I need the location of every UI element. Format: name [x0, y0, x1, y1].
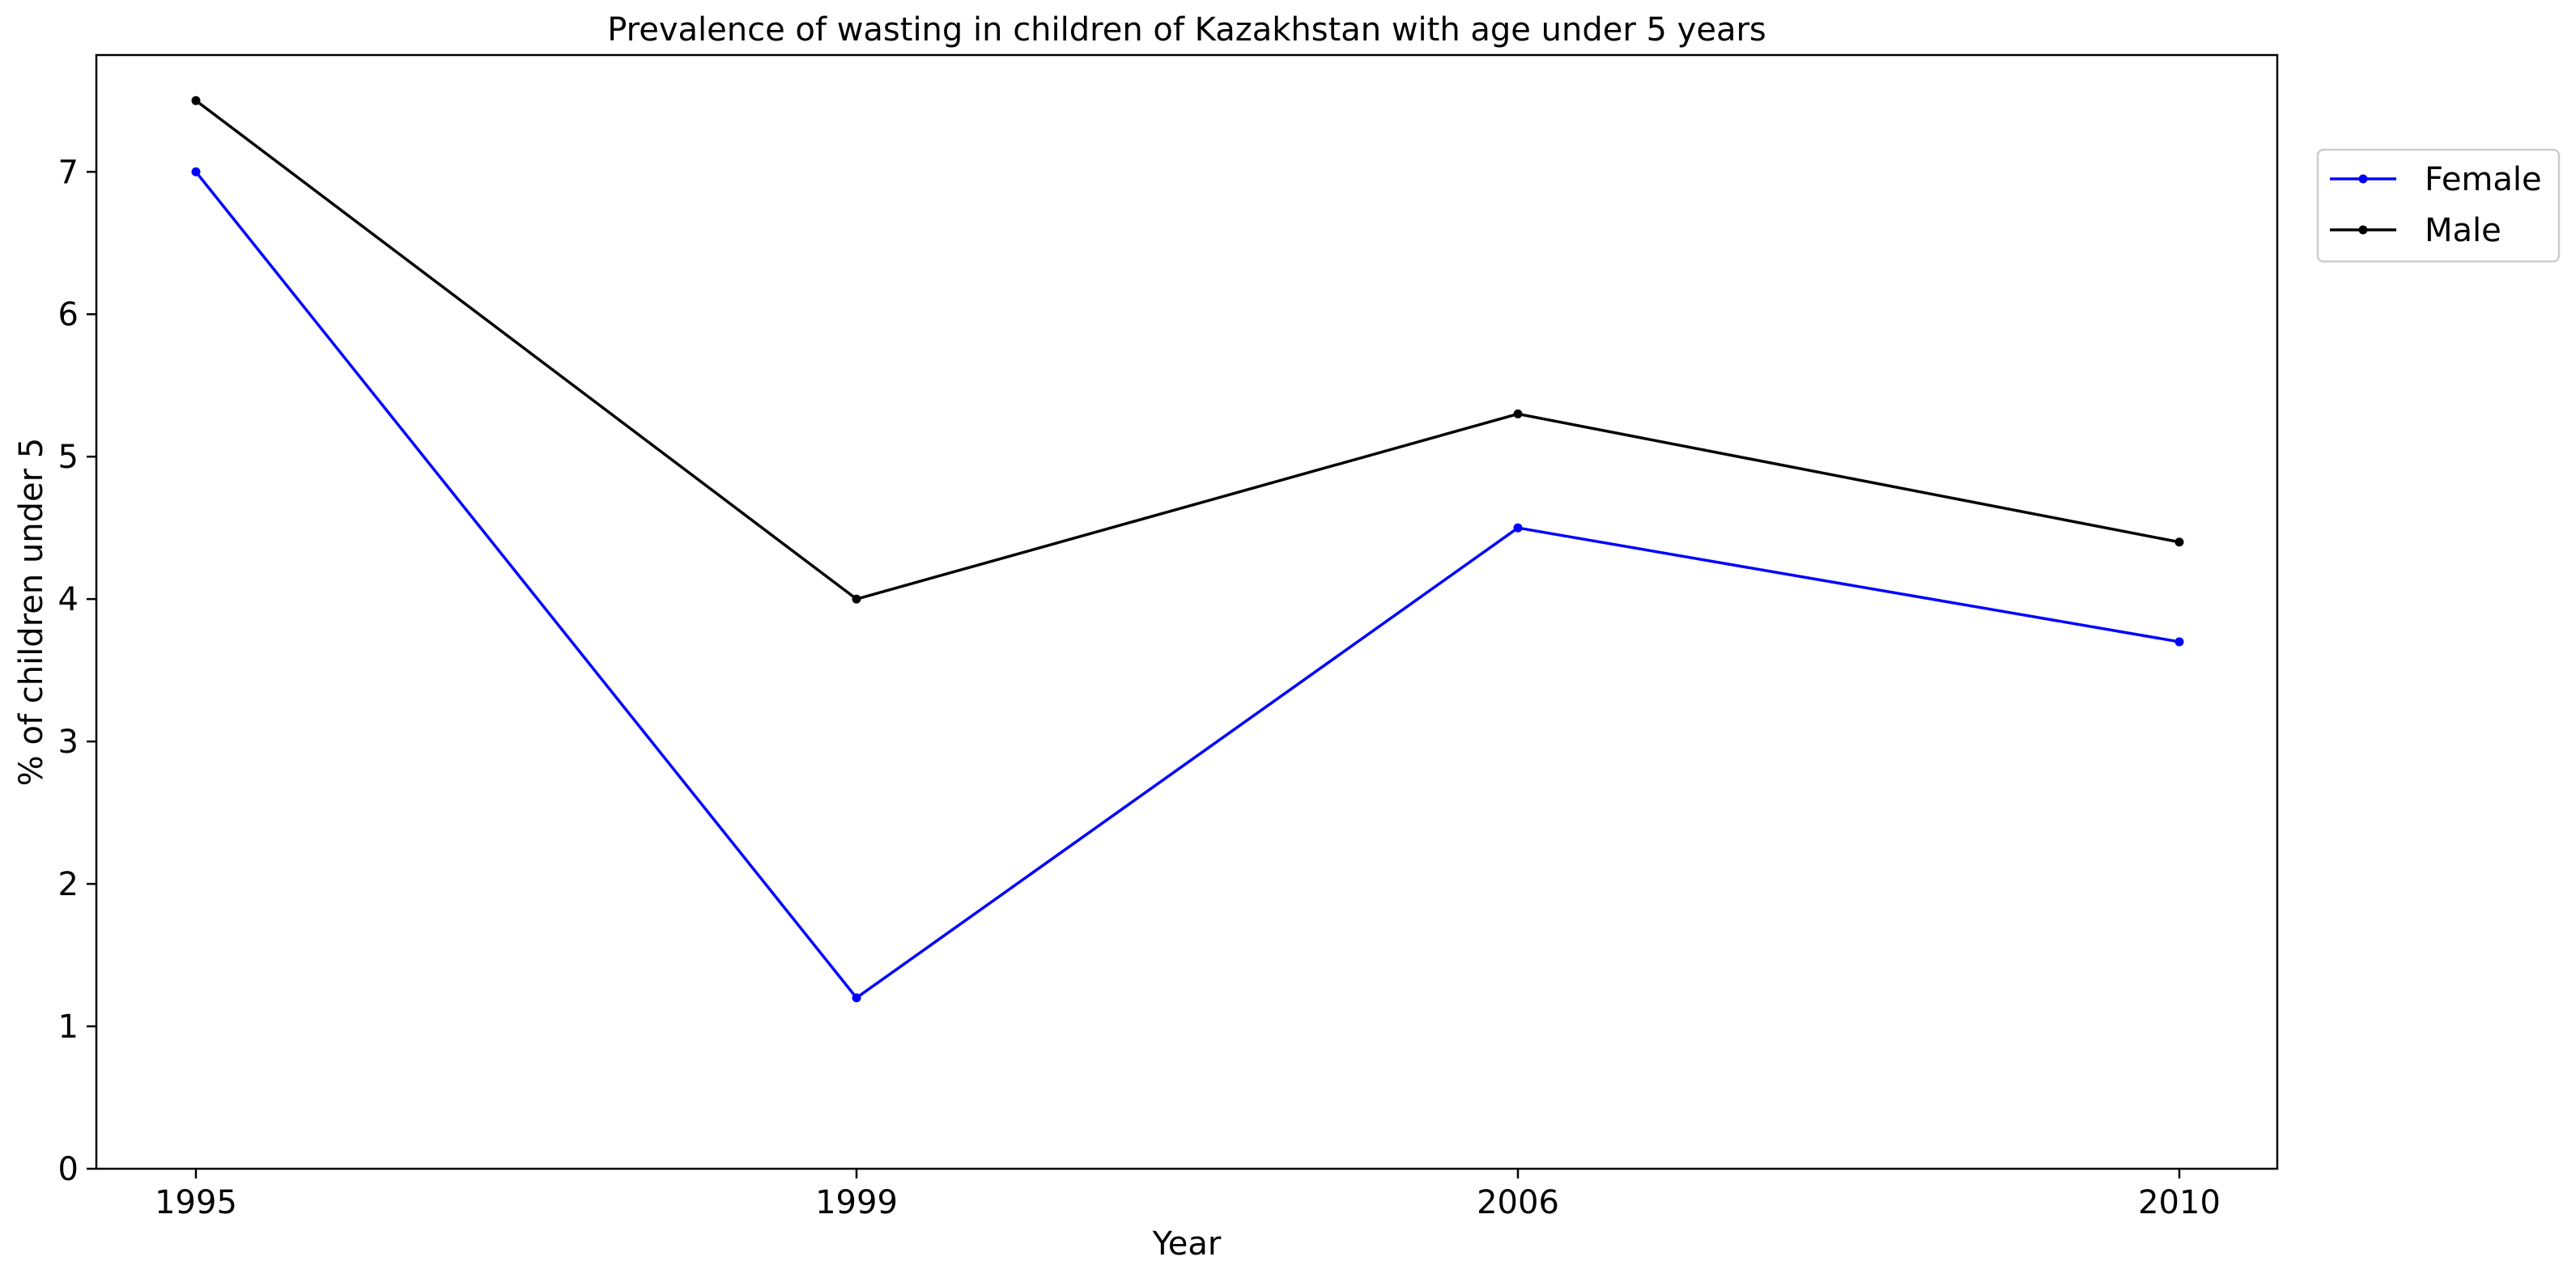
- data-point-female: [852, 993, 861, 1003]
- y-axis-label: % of children under 5: [13, 438, 50, 787]
- legend-label-male: Male: [2425, 212, 2502, 249]
- series-layer: [191, 96, 2184, 1003]
- data-point-male: [2174, 537, 2184, 547]
- y-tick-label: 1: [58, 1008, 79, 1046]
- series-line-female: [194, 171, 2180, 1000]
- x-tick-label: 2006: [1477, 1184, 1559, 1221]
- y-tick-label: 3: [58, 724, 79, 761]
- y-axis-ticks: 0 1 2 3 4 5 6 7: [58, 154, 96, 1188]
- data-point-male: [1513, 409, 1523, 418]
- plot-area: [95, 53, 2279, 1170]
- x-tick-label: 1999: [815, 1184, 898, 1221]
- data-point-female: [191, 167, 201, 176]
- legend-marker-female: [2358, 174, 2368, 184]
- x-tick-label: 2010: [2138, 1184, 2221, 1221]
- legend-entries: Female Male: [2330, 161, 2542, 249]
- y-tick-label: 4: [58, 581, 79, 618]
- x-tick-label: 1995: [155, 1184, 237, 1221]
- legend-marker-male: [2358, 225, 2368, 235]
- y-tick-label: 2: [58, 866, 79, 903]
- data-point-female: [1513, 523, 1523, 533]
- series-line-male: [194, 99, 2180, 601]
- x-axis-ticks: 1995 1999 2006 2010: [155, 1169, 2221, 1221]
- y-tick-label: 5: [58, 439, 79, 476]
- chart-title: Prevalence of wasting in children of Kaz…: [607, 11, 1766, 49]
- legend-label-female: Female: [2425, 161, 2542, 198]
- data-point-female: [2174, 637, 2184, 647]
- data-point-male: [852, 594, 861, 604]
- y-tick-label: 0: [58, 1151, 79, 1188]
- y-tick-label: 6: [58, 296, 79, 333]
- legend: Female Male: [2316, 148, 2561, 263]
- y-tick-label: 7: [58, 154, 79, 191]
- data-point-male: [191, 96, 201, 105]
- x-axis-label: Year: [1152, 1225, 1222, 1263]
